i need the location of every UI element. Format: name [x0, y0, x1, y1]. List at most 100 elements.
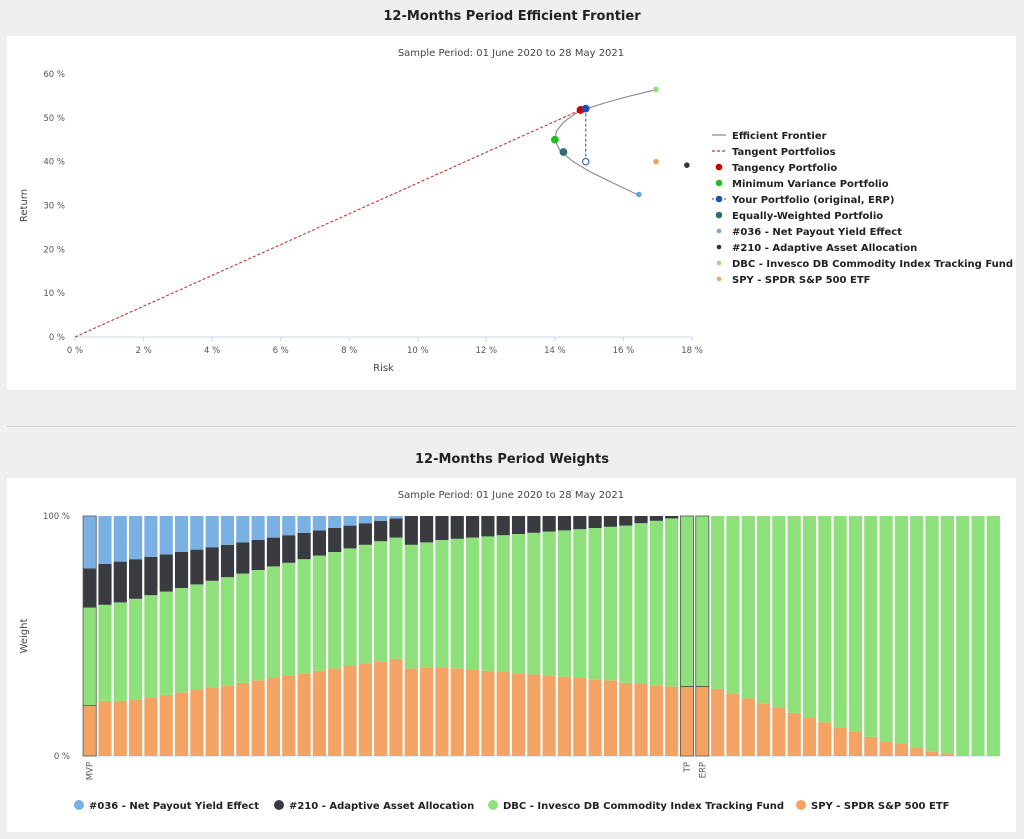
bar-segment-dbc-invesco-db-commodity-index-tracking-fund: [404, 544, 418, 669]
210-adaptive-asset-allocation-point: [684, 162, 690, 168]
bar-segment-dbc-invesco-db-commodity-index-tracking-fund: [802, 516, 817, 718]
bar-segment-spy-spdr-s-p-500-etf: [527, 674, 541, 756]
legend-item-efficient-frontier: Efficient Frontier: [712, 131, 827, 142]
legend-swatch: [716, 260, 722, 266]
bar-segment-dbc-invesco-db-commodity-index-tracking-fund: [956, 516, 970, 756]
x-tick-label: 12 %: [476, 346, 498, 356]
bar-segment-dbc-invesco-db-commodity-index-tracking-fund: [159, 591, 173, 695]
y-tick-label: 0 %: [49, 333, 65, 343]
bar-segment-spy-spdr-s-p-500-etf: [879, 741, 893, 756]
bar-segment-spy-spdr-s-p-500-etf: [420, 667, 434, 756]
bar-segment-dbc-invesco-db-commodity-index-tracking-fund: [220, 577, 235, 686]
bar-segment-dbc-invesco-db-commodity-index-tracking-fund: [358, 544, 372, 664]
weights-chart-panel: Sample Period: 01 June 2020 to 28 May 20…: [7, 478, 1016, 832]
your-portfolio-original-erp-point: [582, 157, 590, 166]
bar-segment-210-adaptive-asset-allocation: [205, 547, 219, 581]
bar-segment-dbc-invesco-db-commodity-index-tracking-fund: [848, 516, 863, 732]
bar-segment-dbc-invesco-db-commodity-index-tracking-fund: [772, 516, 786, 708]
bar-segment-dbc-invesco-db-commodity-index-tracking-fund: [680, 515, 694, 687]
bar-segment-dbc-invesco-db-commodity-index-tracking-fund: [971, 516, 985, 756]
bar-segment-spy-spdr-s-p-500-etf: [190, 690, 204, 756]
bar-segment-spy-spdr-s-p-500-etf: [343, 666, 357, 756]
bar-segment-spy-spdr-s-p-500-etf: [266, 678, 281, 756]
bar-segment-spy-spdr-s-p-500-etf: [435, 667, 449, 756]
bar-segment-spy-spdr-s-p-500-etf: [603, 680, 618, 756]
bar-segment-210-adaptive-asset-allocation: [98, 564, 112, 605]
frontier-section-title: 12-Months Period Efficient Frontier: [383, 9, 641, 24]
legend-swatch: [716, 276, 722, 282]
bar-segment-036-net-payout-yield-effect: [389, 516, 403, 519]
legend-item-036-net-payout-yield-effect: #036 - Net Payout Yield Effect: [716, 227, 902, 238]
bar-segment-210-adaptive-asset-allocation: [619, 516, 633, 526]
bar-segment-210-adaptive-asset-allocation: [603, 516, 618, 527]
bar-segment-spy-spdr-s-p-500-etf: [465, 669, 480, 756]
bar-segment-spy-spdr-s-p-500-etf: [205, 687, 219, 756]
bar-segment-spy-spdr-s-p-500-etf: [496, 672, 510, 756]
bar-segment-dbc-invesco-db-commodity-index-tracking-fund: [343, 548, 357, 666]
bar-segment-036-net-payout-yield-effect: [159, 516, 173, 555]
bar-segment-210-adaptive-asset-allocation: [450, 516, 464, 539]
bar-segment-210-adaptive-asset-allocation: [481, 516, 495, 537]
bar-segment-210-adaptive-asset-allocation: [328, 528, 342, 552]
bar-segment-210-adaptive-asset-allocation: [557, 516, 572, 531]
bar-segment-spy-spdr-s-p-500-etf: [113, 700, 127, 756]
bar-segment-spy-spdr-s-p-500-etf: [159, 694, 173, 756]
legend-item-dbc-invesco-db-commodity-index-tracking-fund: DBC - Invesco DB Commodity Index Trackin…: [488, 800, 784, 812]
bar-segment-spy-spdr-s-p-500-etf: [297, 673, 311, 756]
bar-segment-dbc-invesco-db-commodity-index-tracking-fund: [665, 518, 679, 687]
bar-segment-dbc-invesco-db-commodity-index-tracking-fund: [236, 573, 250, 683]
bar-segment-036-net-payout-yield-effect: [220, 516, 235, 545]
legend-swatch: [715, 211, 723, 219]
bar-segment-210-adaptive-asset-allocation: [159, 554, 173, 592]
legend-label: #036 - Net Payout Yield Effect: [732, 227, 902, 238]
bar-segment-210-adaptive-asset-allocation: [358, 523, 372, 545]
legend-label: DBC - Invesco DB Commodity Index Trackin…: [503, 801, 784, 812]
bar-segment-dbc-invesco-db-commodity-index-tracking-fund: [511, 534, 526, 674]
bar-segment-036-net-payout-yield-effect: [205, 516, 219, 548]
legend-label: Minimum Variance Portfolio: [732, 179, 889, 190]
bar-segment-spy-spdr-s-p-500-etf: [251, 680, 265, 756]
bar-segment-210-adaptive-asset-allocation: [511, 516, 526, 534]
bar-segment-spy-spdr-s-p-500-etf: [833, 727, 847, 756]
bar-segment-spy-spdr-s-p-500-etf: [573, 678, 587, 756]
bar-segment-spy-spdr-s-p-500-etf: [312, 670, 326, 756]
legend-swatch: [74, 800, 84, 810]
bar-segment-spy-spdr-s-p-500-etf: [818, 722, 832, 756]
bar-segment-210-adaptive-asset-allocation: [343, 525, 357, 549]
y-axis-title: Weight: [19, 619, 30, 654]
bar-segment-spy-spdr-s-p-500-etf: [511, 673, 526, 756]
section-divider: [7, 426, 1016, 427]
bar-segment-dbc-invesco-db-commodity-index-tracking-fund: [481, 536, 495, 671]
efficient-frontier-line: [554, 88, 658, 195]
bar-segment-dbc-invesco-db-commodity-index-tracking-fund: [450, 538, 464, 669]
bar-segment-dbc-invesco-db-commodity-index-tracking-fund: [818, 516, 832, 723]
legend-item-dbc-invesco-db-commodity-index-tracking-fund: DBC - Invesco DB Commodity Index Trackin…: [716, 259, 1013, 270]
legend-label: Tangency Portfolio: [732, 163, 837, 174]
bar-segment-dbc-invesco-db-commodity-index-tracking-fund: [328, 552, 342, 669]
legend-swatch: [274, 800, 284, 810]
bar-segment-210-adaptive-asset-allocation: [236, 542, 250, 574]
category-label: ERP: [698, 762, 708, 778]
legend-swatch: [715, 195, 723, 203]
y-axis-title: Return: [19, 189, 30, 222]
bar-segment-spy-spdr-s-p-500-etf: [940, 753, 954, 756]
bar-segment-210-adaptive-asset-allocation: [420, 516, 434, 543]
legend-item-spy-spdr-s-p-500-etf: SPY - SPDR S&P 500 ETF: [796, 800, 949, 812]
bar-segment-036-net-payout-yield-effect: [144, 516, 158, 557]
frontier-chart-panel: Sample Period: 01 June 2020 to 28 May 20…: [7, 36, 1016, 390]
bar-segment-210-adaptive-asset-allocation: [665, 516, 679, 519]
bar-segment-036-net-payout-yield-effect: [113, 516, 127, 562]
bar-segment-dbc-invesco-db-commodity-index-tracking-fund: [925, 516, 939, 752]
legend-label: #210 - Adaptive Asset Allocation: [732, 243, 917, 254]
bar-segment-dbc-invesco-db-commodity-index-tracking-fund: [542, 531, 556, 676]
bar-segment-210-adaptive-asset-allocation: [465, 516, 480, 538]
bar-segment-036-net-payout-yield-effect: [129, 516, 143, 560]
x-tick-label: 8 %: [341, 346, 357, 356]
bar-segment-dbc-invesco-db-commodity-index-tracking-fund: [496, 535, 510, 672]
bar-segment-dbc-invesco-db-commodity-index-tracking-fund: [557, 530, 572, 677]
bar-segment-210-adaptive-asset-allocation: [113, 561, 127, 603]
x-tick-label: 18 %: [681, 346, 703, 356]
legend-item-your-portfolio-original-erp: Your Portfolio (original, ERP): [712, 195, 894, 206]
bar-segment-spy-spdr-s-p-500-etf: [82, 705, 97, 757]
bar-segment-036-net-payout-yield-effect: [297, 516, 311, 533]
